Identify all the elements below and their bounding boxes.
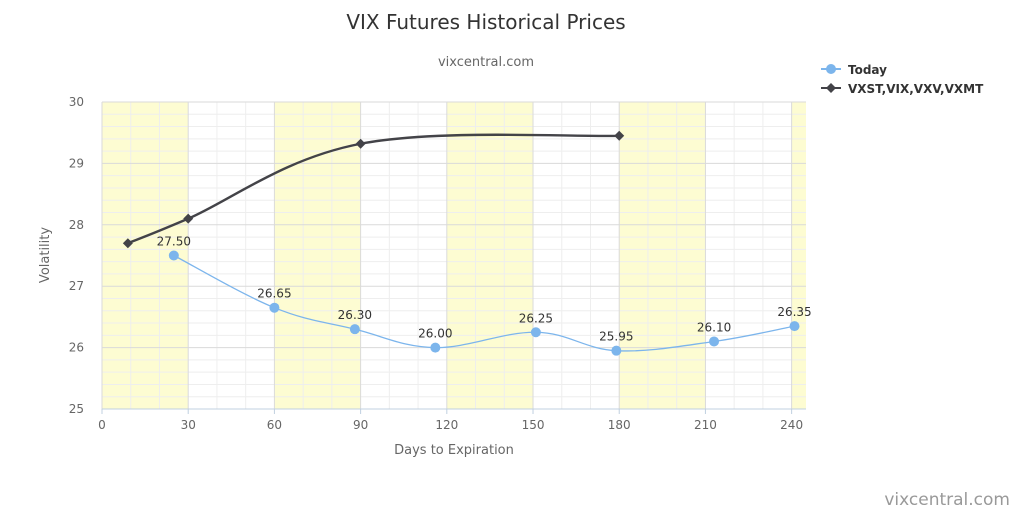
y-axis-title: Volatility [38,227,53,283]
legend-label: Today [848,63,887,77]
plot-band-2 [446,102,534,409]
data-point[interactable] [530,327,541,338]
x-tick-label: 120 [435,418,458,432]
data-label: 26.10 [697,320,731,334]
x-tick-label: 0 [98,418,106,432]
legend-marker[interactable] [826,83,836,93]
x-tick-label: 210 [694,418,717,432]
series-0: 27.50 26.65 26.30 26.00 26.25 25.95 26.10 26.35 [157,235,812,356]
x-tick-label: 60 [267,418,282,432]
legend-marker[interactable] [826,64,836,74]
plot-bands [102,102,806,409]
legend-item[interactable]: Today [821,63,887,77]
axes: 0 30 60 90 120 150 180 210 240 25 26 27 28 29 30 [69,95,806,432]
grid [101,101,806,410]
y-tick-label: 25 [69,402,84,416]
x-tick-label: 30 [181,418,196,432]
data-label: 25.95 [599,330,633,344]
data-label: 26.00 [418,327,452,341]
y-tick-label: 26 [69,341,84,355]
data-label: 26.35 [777,305,811,319]
data-point[interactable] [269,302,280,313]
data-point[interactable] [183,213,194,224]
y-tick-label: 27 [69,279,84,293]
data-label: 26.30 [338,308,372,322]
data-point[interactable] [789,321,800,332]
legend-label: VXST,VIX,VXV,VXMT [848,82,984,96]
chart-title: VIX Futures Historical Prices [346,10,625,34]
data-label: 26.25 [519,311,553,325]
data-point[interactable] [611,345,622,356]
y-tick-label: 30 [69,95,84,109]
y-tick-label: 28 [69,218,84,232]
plot-band-1 [274,102,361,409]
x-axis-title: Days to Expiration [394,443,514,458]
data-point[interactable] [349,324,360,335]
credit-text[interactable]: vixcentral.com [884,490,1010,510]
legend-item[interactable]: VXST,VIX,VXV,VXMT [821,82,984,96]
series-layer: 27.50 26.65 26.30 26.00 26.25 25.95 26.10 26.35 [122,130,812,356]
x-tick-label: 150 [522,418,545,432]
legend[interactable]: Today VXST,VIX,VXV,VXMT [821,63,984,96]
data-point[interactable] [709,336,720,347]
series-line-1[interactable] [127,133,620,245]
plot-band-4 [791,102,806,409]
y-tick-label: 29 [69,156,84,170]
x-tick-label: 90 [353,418,368,432]
data-label: 27.50 [157,235,191,249]
data-point[interactable] [614,130,625,141]
x-tick-label: 180 [608,418,631,432]
plot-band-3 [619,102,706,409]
data-point[interactable] [430,342,441,353]
x-tick-label: 240 [780,418,803,432]
data-label: 26.65 [257,287,291,301]
data-point[interactable] [355,138,366,149]
chart-subtitle: vixcentral.com [438,55,534,70]
series-1 [122,130,625,249]
data-point[interactable] [122,238,133,249]
data-point[interactable] [168,250,179,261]
